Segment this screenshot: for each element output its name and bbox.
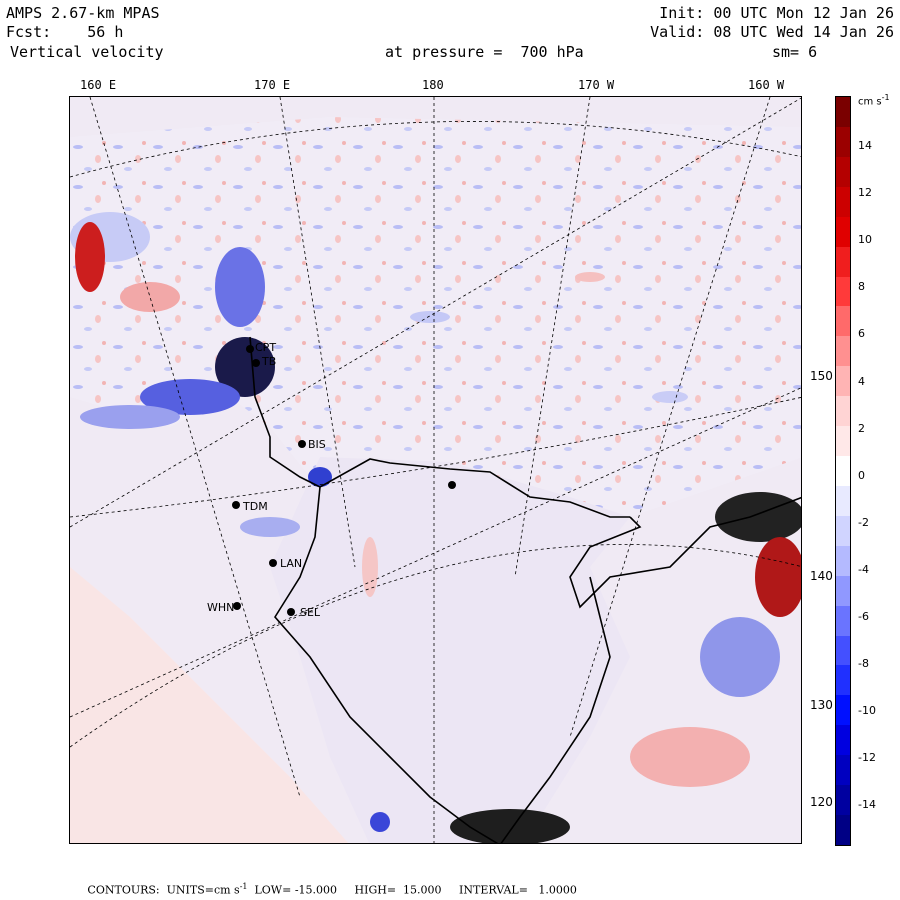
colorbar-label: 0 xyxy=(858,468,865,482)
colorbar-segment xyxy=(836,426,850,457)
map-svg xyxy=(70,97,801,843)
colorbar-segment xyxy=(836,336,850,367)
colorbar-label: -4 xyxy=(858,562,869,576)
station-label-tdm: TDM xyxy=(243,500,268,513)
colorbar-label: -6 xyxy=(858,610,869,623)
colorbar-segment xyxy=(836,276,850,307)
station-marker-bis xyxy=(298,440,306,448)
colorbar-segment xyxy=(836,665,850,696)
colorbar-segment xyxy=(836,97,850,128)
colorbar-label: 2 xyxy=(858,421,865,435)
station-label-cpt: CPT xyxy=(255,341,277,354)
colorbar-label: -8 xyxy=(858,657,869,671)
colorbar-segment xyxy=(836,186,850,218)
colorbar-units: cm s-1 xyxy=(858,93,890,108)
lon-label-160w: 160 W xyxy=(748,78,785,92)
colorbar-segment xyxy=(836,695,850,726)
colorbar-label: 14 xyxy=(858,139,872,152)
colorbar xyxy=(835,96,851,846)
lon-label-170w: 170 W xyxy=(578,78,615,92)
model-title: AMPS 2.67-km MPAS xyxy=(6,4,160,22)
colorbar-segment xyxy=(836,126,850,158)
colorbar-segment xyxy=(836,545,850,577)
colorbar-segment xyxy=(836,605,850,637)
colorbar-segment xyxy=(836,815,850,846)
coastline xyxy=(249,336,801,843)
colorbar-segment xyxy=(836,725,850,756)
colorbar-segment xyxy=(836,515,850,547)
variable-name: Vertical velocity xyxy=(10,43,164,61)
colorbar-label: 10 xyxy=(858,233,872,247)
contour-info: CONTOURS: UNITS=cm s-1 LOW= -15.000 HIGH… xyxy=(87,882,577,897)
station-marker-tb xyxy=(252,359,260,367)
station-label-sel: SEL xyxy=(300,606,321,619)
colorbar-segment xyxy=(836,785,850,816)
colorbar-segment xyxy=(836,485,850,517)
colorbar-segment xyxy=(836,156,850,188)
colorbar-segment xyxy=(836,306,850,337)
colorbar-segment xyxy=(836,575,850,607)
station-label-tb: TB xyxy=(262,355,277,368)
station-marker-lan xyxy=(269,559,277,567)
colorbar-label: -14 xyxy=(858,798,876,812)
map-panel[interactable]: CPT TB BIS TDM LAN WHN SEL xyxy=(69,96,802,844)
colorbar-label: 6 xyxy=(858,327,865,341)
forecast-value: 56 h xyxy=(87,23,124,41)
station-label-bis: BIS xyxy=(308,438,326,451)
colorbar-segment xyxy=(836,635,850,666)
station-marker-cpt xyxy=(246,345,254,353)
colorbar-segment xyxy=(836,755,850,786)
forecast-hour: Fcst: 56 h xyxy=(6,23,123,41)
colorbar-label: 4 xyxy=(858,374,865,388)
colorbar-label: 12 xyxy=(858,186,872,200)
plateau-region xyxy=(70,567,349,843)
forecast-label: Fcst: xyxy=(6,23,52,41)
colorbar-label: -2 xyxy=(858,515,869,529)
smoothing: sm= 6 xyxy=(772,43,818,61)
colorbar-segment xyxy=(836,366,850,397)
colorbar-segment xyxy=(836,246,850,277)
colorbar-segment xyxy=(836,456,850,487)
pressure-level: at pressure = 700 hPa xyxy=(385,43,584,61)
colorbar-label: -10 xyxy=(858,704,876,718)
lon-label-160e: 160 E xyxy=(80,78,117,92)
lon-label-170e: 170 E xyxy=(254,78,291,92)
station-label-whn: WHN xyxy=(207,601,235,614)
ross-ice-shelf xyxy=(270,457,630,843)
colorbar-segment xyxy=(836,216,850,248)
colorbar-label: -12 xyxy=(858,751,876,765)
station-marker-sel xyxy=(287,608,295,616)
field-features xyxy=(70,212,801,843)
lon-label-180: 180 xyxy=(422,78,444,92)
colorbar-segment xyxy=(836,396,850,427)
station-label-lan: LAN xyxy=(280,557,303,570)
station-marker-tdm xyxy=(232,501,240,509)
valid-time: Valid: 08 UTC Wed 14 Jan 26 xyxy=(650,23,894,41)
colorbar-label: 8 xyxy=(858,280,865,294)
init-time: Init: 00 UTC Mon 12 Jan 26 xyxy=(659,4,894,22)
station-marker-whn xyxy=(233,602,241,610)
station-marker-pole xyxy=(448,481,456,489)
